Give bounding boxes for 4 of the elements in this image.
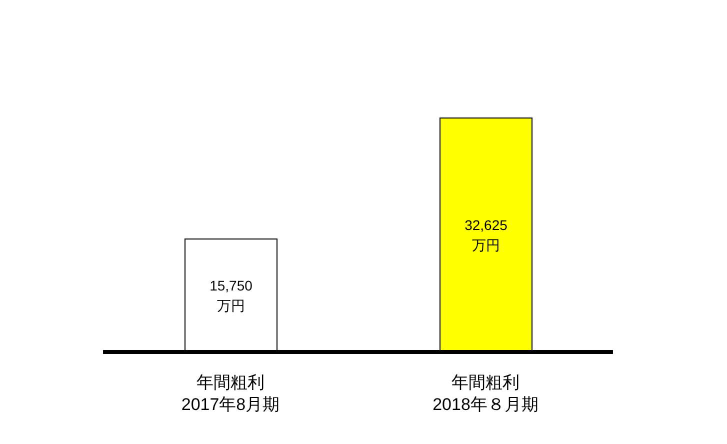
x-tick-label: 年間粗利 2017年8月期 xyxy=(181,373,280,414)
x-tick-label: 年間粗利 2018年８月期 xyxy=(432,373,538,414)
data-label: 15,750 万円 xyxy=(210,278,253,314)
data-label: 32,625 万円 xyxy=(464,217,508,253)
